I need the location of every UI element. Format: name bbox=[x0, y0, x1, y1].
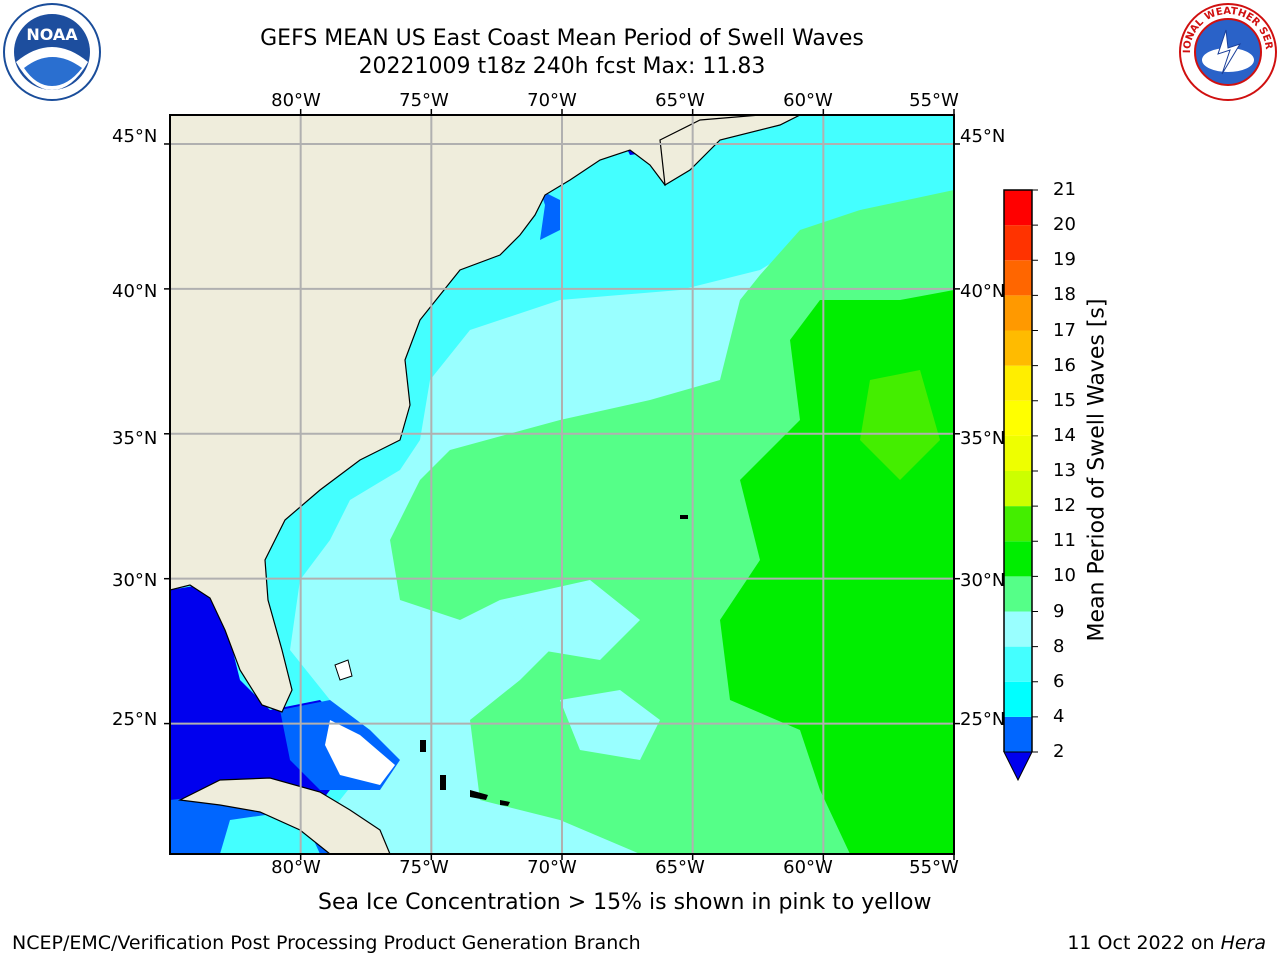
colorbar-tick-label: 14 bbox=[1053, 424, 1076, 446]
north-america-land bbox=[170, 115, 801, 713]
colorbar-tick-label: 16 bbox=[1053, 354, 1076, 376]
nova-scotia-land bbox=[659, 115, 801, 186]
bermuda-island bbox=[680, 515, 688, 519]
bahamas-island bbox=[470, 790, 488, 800]
colorbar-segment bbox=[1004, 190, 1032, 226]
colorbar-tick-label: 9 bbox=[1053, 600, 1065, 622]
ocean-light-cyan-patch bbox=[560, 690, 660, 760]
colorbar-tick-label: 20 bbox=[1053, 214, 1076, 236]
lat-label-right: 45°N bbox=[960, 126, 1006, 147]
colorbar-segment bbox=[1004, 646, 1032, 682]
chart-title: GEFS MEAN US East Coast Mean Period of S… bbox=[260, 26, 864, 51]
lat-label-left: 25°N bbox=[112, 709, 158, 730]
footer-date: 11 Oct 2022 on bbox=[1067, 932, 1221, 954]
lon-label-bottom: 75°W bbox=[399, 857, 449, 878]
colorbar-segment bbox=[1004, 295, 1032, 331]
lat-label-right: 40°N bbox=[960, 281, 1006, 302]
colorbar-tick-label: 18 bbox=[1053, 284, 1076, 306]
colorbar-tick-label: 10 bbox=[1053, 565, 1076, 587]
bahamas-island bbox=[420, 740, 426, 752]
colorbar-segment bbox=[1004, 260, 1032, 296]
gulf-of-maine-blue bbox=[540, 190, 560, 240]
colorbar-tick-label: 13 bbox=[1053, 460, 1076, 481]
colorbar-tick-label: 2 bbox=[1053, 741, 1065, 762]
sea-ice-note: Sea Ice Concentration > 15% is shown in … bbox=[318, 890, 932, 915]
lat-label-left: 40°N bbox=[112, 281, 158, 302]
footer-right: 11 Oct 2022 on Hera bbox=[1067, 932, 1266, 954]
noaa-logo-icon: NOAA bbox=[3, 3, 101, 101]
national-weather-service-logo-icon: NATIONAL WEATHER SERVICE bbox=[1178, 2, 1277, 101]
colorbar-segment bbox=[1004, 435, 1032, 471]
lon-label-bottom: 55°W bbox=[909, 857, 959, 878]
lon-label-bottom: 70°W bbox=[527, 857, 577, 878]
footer-machine: Hera bbox=[1220, 932, 1266, 954]
colorbar-segment bbox=[1004, 576, 1032, 612]
colorbar-tick-label: 4 bbox=[1053, 705, 1065, 727]
lon-label-top: 55°W bbox=[909, 90, 959, 111]
footer-left: NCEP/EMC/Verification Post Processing Pr… bbox=[12, 932, 641, 954]
colorbar-segment bbox=[1004, 365, 1032, 401]
colorbar-segment bbox=[1004, 506, 1032, 542]
lon-label-bottom: 60°W bbox=[783, 857, 833, 878]
colorbar-segment bbox=[1004, 330, 1032, 366]
lat-label-right: 25°N bbox=[960, 709, 1006, 730]
colorbar-segment bbox=[1004, 611, 1032, 647]
colorbar-segment bbox=[1004, 681, 1032, 717]
colorbar-segment bbox=[1004, 716, 1032, 752]
bahamas-island bbox=[500, 800, 510, 806]
ocean-light-cyan-patch bbox=[500, 580, 640, 660]
colorbar-tick-label: 12 bbox=[1053, 495, 1076, 517]
cuba-land bbox=[177, 777, 391, 854]
map-ticks bbox=[164, 109, 960, 860]
colorbar-tick-label: 19 bbox=[1053, 249, 1076, 271]
lon-label-top: 65°W bbox=[655, 90, 705, 111]
ocean-green-11 bbox=[860, 370, 940, 480]
lat-label-left: 35°N bbox=[112, 428, 158, 449]
lon-label-top: 75°W bbox=[399, 90, 449, 111]
colorbar-tick-label: 6 bbox=[1053, 670, 1065, 692]
bahamas-bank-missing bbox=[325, 720, 395, 785]
colorbar-label: Mean Period of Swell Waves [s] bbox=[1084, 298, 1110, 642]
lon-label-top: 60°W bbox=[783, 90, 833, 111]
lon-label-top: 80°W bbox=[271, 90, 321, 111]
chart-subtitle: 20221009 t18z 240h fcst Max: 11.83 bbox=[358, 54, 766, 79]
lon-label-top: 70°W bbox=[527, 90, 577, 111]
lon-label-bottom: 65°W bbox=[655, 857, 705, 878]
bahamas-island bbox=[334, 659, 353, 681]
lat-label-right: 35°N bbox=[960, 428, 1006, 449]
lat-label-left: 45°N bbox=[112, 126, 158, 147]
colorbar-tick-label: 15 bbox=[1053, 389, 1076, 411]
lat-label-right: 30°N bbox=[960, 570, 1006, 591]
colorbar-tick-label: 8 bbox=[1053, 635, 1065, 657]
colorbar-segment bbox=[1004, 471, 1032, 507]
colorbar-segment bbox=[1004, 225, 1032, 261]
colorbar-tick-label: 17 bbox=[1053, 319, 1076, 341]
colorbar-tick-label: 21 bbox=[1053, 179, 1076, 200]
colorbar-tick-label: 11 bbox=[1053, 530, 1076, 552]
noaa-logo-text: NOAA bbox=[26, 25, 78, 44]
lat-label-left: 30°N bbox=[112, 570, 158, 591]
colorbar-under-arrow bbox=[1003, 751, 1033, 782]
colorbar-segment bbox=[1004, 400, 1032, 436]
lon-label-bottom: 80°W bbox=[271, 857, 321, 878]
bahamas-island bbox=[440, 775, 446, 790]
colorbar-segment bbox=[1004, 541, 1032, 577]
